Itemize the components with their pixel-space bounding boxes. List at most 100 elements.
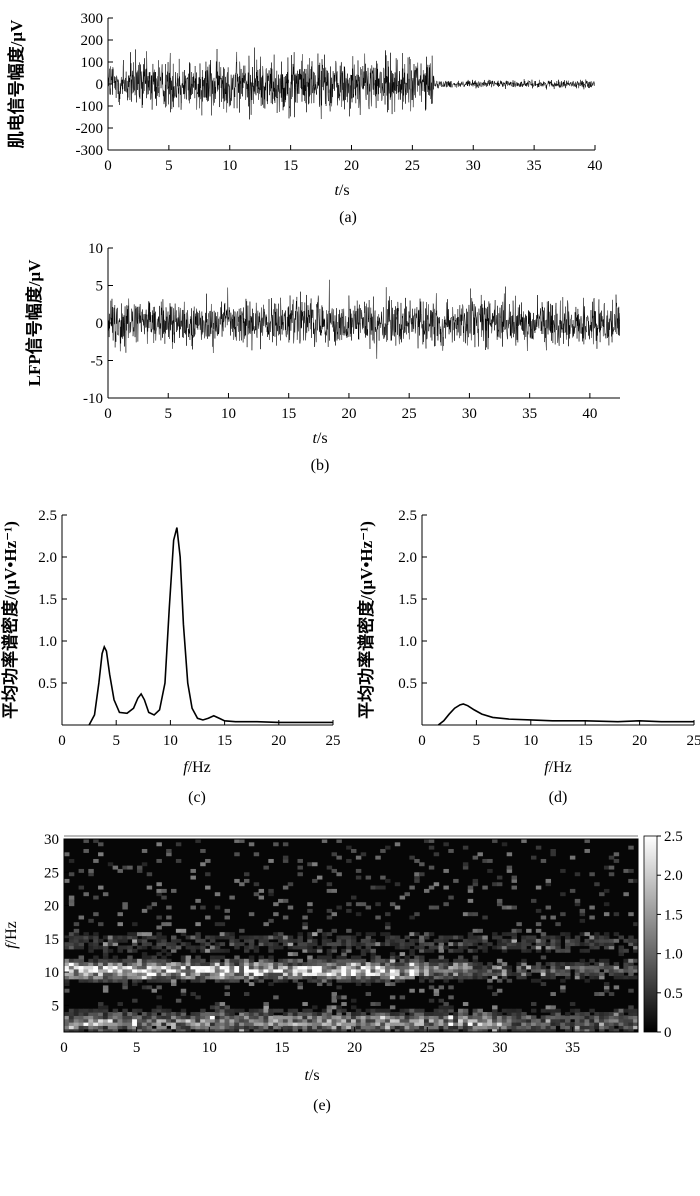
e-heat-cell (492, 968, 498, 973)
e-heat-cell (385, 932, 391, 937)
e-heat-cell (633, 938, 638, 943)
e-heat-cell (530, 1015, 537, 1020)
e-heat-cell (540, 968, 547, 973)
e-heat-cell (569, 938, 576, 943)
e-heat-cell (574, 962, 581, 967)
e-heat-cell (78, 962, 85, 967)
e-heat-cell (258, 938, 265, 943)
e-heat-cell (589, 965, 595, 970)
e-heat-cell (414, 912, 420, 917)
e-heat-cell (326, 1022, 333, 1026)
e-heat-cell (613, 962, 620, 967)
e-heat-cell (511, 945, 517, 950)
e-heat-cell (88, 1008, 94, 1013)
e-heat-cell (346, 845, 352, 850)
e-heat-cell (107, 1018, 114, 1023)
e-heat-cell (161, 1025, 167, 1030)
e-heat-cell (263, 938, 269, 943)
e-heat-cell (312, 1025, 318, 1030)
e-heat-cell (443, 935, 449, 940)
e-heat-cell (141, 1022, 148, 1026)
e-heat-cell (282, 975, 289, 980)
e-heat-cell (132, 968, 138, 973)
e-heat-cell (243, 975, 250, 980)
e-heat-cell (443, 968, 449, 973)
e-heat-cell (438, 968, 445, 973)
e-heat-cell (166, 1012, 172, 1016)
e-heat-cell (628, 878, 634, 883)
e-heat-cell (88, 1018, 94, 1023)
e-heat-cell (462, 1012, 469, 1016)
e-heat-cell (68, 1015, 75, 1020)
e-heat-cell (351, 978, 357, 983)
e-heat-cell (623, 975, 629, 980)
e-heat-cell (355, 912, 362, 917)
e-heat-cell (258, 1012, 265, 1016)
e-heat-cell (535, 1018, 542, 1023)
e-heat-cell (351, 968, 357, 973)
e-heat-cell (214, 942, 221, 947)
e-heat-cell (375, 1015, 381, 1020)
e-heat-cell (88, 978, 94, 983)
e-heat-cell (389, 1005, 396, 1010)
e-heat-cell (73, 965, 80, 970)
e-heat-cell (467, 898, 474, 903)
c-x-tick-label: 25 (326, 733, 341, 749)
e-heat-cell (419, 942, 425, 947)
e-heat-cell (278, 1022, 284, 1026)
e-heat-cell (200, 945, 206, 950)
e-heat-cell (453, 965, 459, 970)
e-heat-cell (428, 978, 435, 983)
e-heat-cell (613, 1015, 620, 1020)
e-heat-cell (64, 852, 70, 857)
e-heat-cell (438, 958, 445, 963)
e-heat-cell (224, 985, 230, 990)
e-heat-cell (219, 1002, 226, 1006)
e-heat-cell (146, 1022, 153, 1026)
e-heat-cell (565, 968, 571, 973)
e-heat-cell (122, 985, 128, 990)
e-heat-cell (180, 942, 187, 947)
e-heat-cell (243, 962, 250, 967)
e-heat-cell (628, 1018, 634, 1023)
e-heat-cell (258, 942, 265, 947)
e-heat-cell (302, 922, 308, 927)
e-heat-cell (521, 1022, 527, 1026)
e-heat-cell (224, 1008, 230, 1013)
e-heat-cell (628, 958, 634, 963)
e-heat-cell (200, 1022, 206, 1026)
e-heat-cell (341, 948, 347, 953)
e-heat-cell (394, 978, 401, 983)
e-heat-cell (472, 955, 479, 960)
e-heat-cell (73, 938, 80, 943)
e-heat-cell (88, 872, 94, 877)
e-heat-cell (205, 935, 211, 940)
e-heat-cell (511, 1015, 517, 1020)
e-heat-cell (423, 839, 430, 843)
e-heat-cell (229, 1008, 235, 1013)
e-heat-cell (141, 935, 148, 940)
e-heat-cell (326, 932, 333, 937)
e-heat-cell (419, 862, 425, 867)
e-heat-cell (482, 1015, 488, 1020)
e-heat-cell (98, 975, 104, 980)
e-heat-cell (88, 1012, 94, 1016)
e-heat-cell (234, 968, 240, 973)
e-heat-cell (526, 1015, 532, 1020)
e-heat-cell (307, 902, 313, 907)
e-heat-cell (589, 945, 595, 950)
e-heat-cell (93, 975, 99, 980)
e-heat-cell (511, 885, 517, 890)
e-heat-cell (419, 948, 425, 953)
e-heat-cell (462, 945, 469, 950)
e-heat-cell (482, 945, 488, 950)
e-heat-cell (287, 905, 294, 910)
e-heat-cell (399, 1022, 406, 1026)
e-heat-cell (623, 958, 629, 963)
e-heat-cell (107, 935, 114, 940)
e-heat-cell (156, 1015, 162, 1020)
e-heat-cell (341, 938, 347, 943)
e-heat-cell (273, 945, 279, 950)
a-y-label: 肌电信号幅度/μV (6, 19, 26, 148)
e-heat-cell (535, 938, 542, 943)
